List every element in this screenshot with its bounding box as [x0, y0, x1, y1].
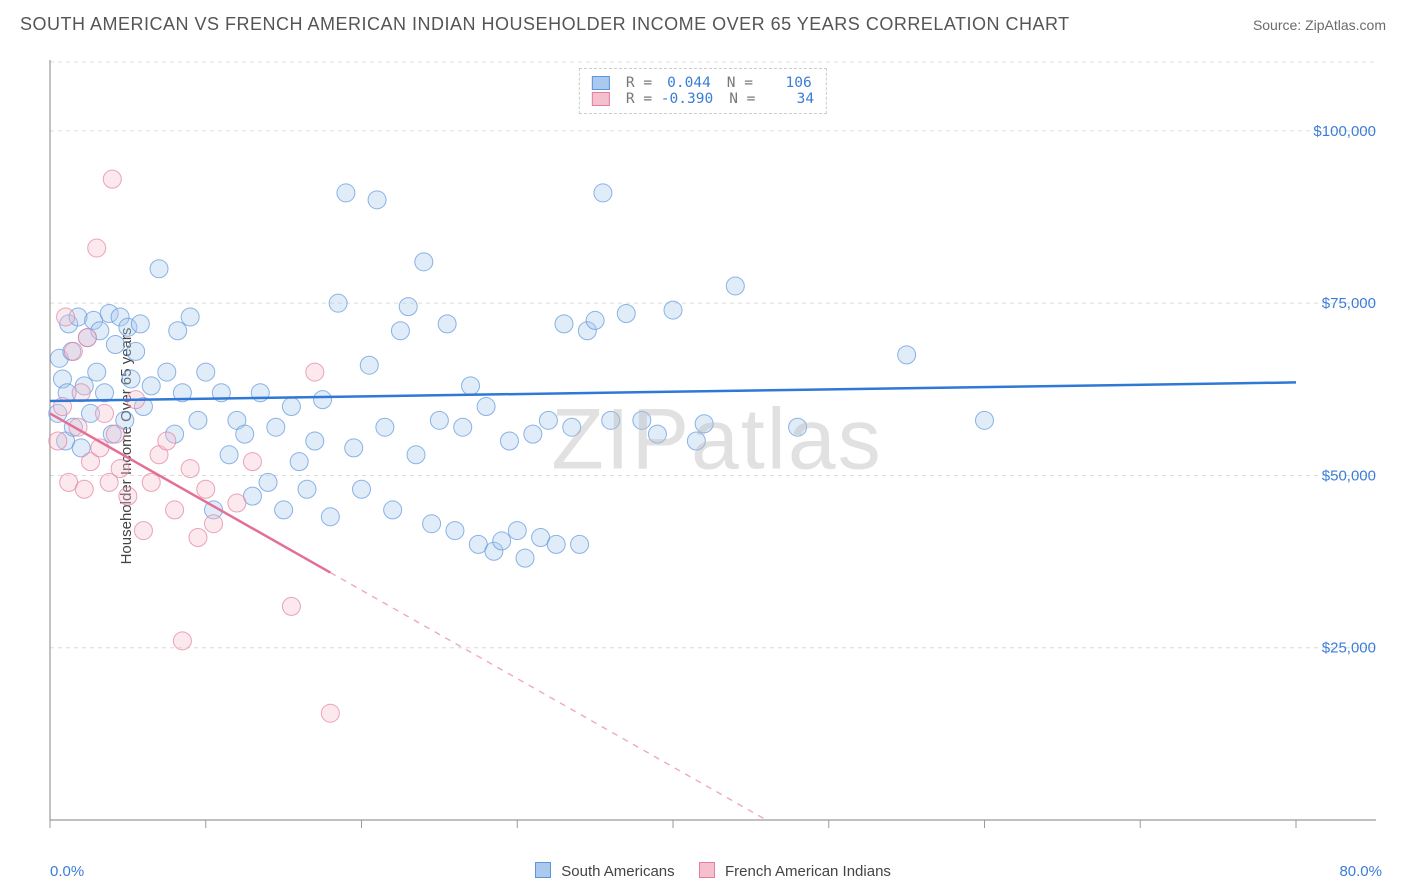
source-attribution: Source: ZipAtlas.com — [1253, 17, 1386, 33]
r-value: -0.390 — [661, 91, 713, 107]
r-value: 0.044 — [661, 75, 711, 91]
n-label: N = — [729, 91, 755, 107]
series-legend: South Americans French American Indians — [0, 862, 1406, 880]
legend-row-series-2: R = -0.390 N = 34 — [592, 91, 814, 107]
svg-text:$75,000: $75,000 — [1322, 295, 1376, 312]
legend-row-series-1: R = 0.044 N = 106 — [592, 75, 814, 91]
chart-title: SOUTH AMERICAN VS FRENCH AMERICAN INDIAN… — [20, 14, 1070, 35]
correlation-legend: R = 0.044 N = 106 R = -0.390 N = 34 — [579, 68, 827, 114]
legend-swatch-icon — [535, 862, 551, 878]
chart-area: $25,000$50,000$75,000$100,000 ZIPatlas — [48, 60, 1386, 852]
header: SOUTH AMERICAN VS FRENCH AMERICAN INDIAN… — [0, 0, 1406, 43]
legend-label: French American Indians — [725, 863, 891, 880]
svg-text:$25,000: $25,000 — [1322, 640, 1376, 657]
legend-label: South Americans — [561, 863, 674, 880]
n-label: N = — [727, 75, 753, 91]
svg-text:$100,000: $100,000 — [1313, 123, 1376, 140]
legend-swatch-icon — [699, 862, 715, 878]
legend-swatch-icon — [592, 92, 610, 106]
r-label: R = — [626, 75, 652, 91]
svg-text:$50,000: $50,000 — [1322, 467, 1376, 484]
scatter-chart-svg: $25,000 $50,000 $75,000 $100,000 — [48, 60, 1386, 852]
n-value: 34 — [764, 91, 814, 107]
r-label: R = — [626, 91, 652, 107]
legend-swatch-icon — [592, 76, 610, 90]
n-value: 106 — [762, 75, 812, 91]
